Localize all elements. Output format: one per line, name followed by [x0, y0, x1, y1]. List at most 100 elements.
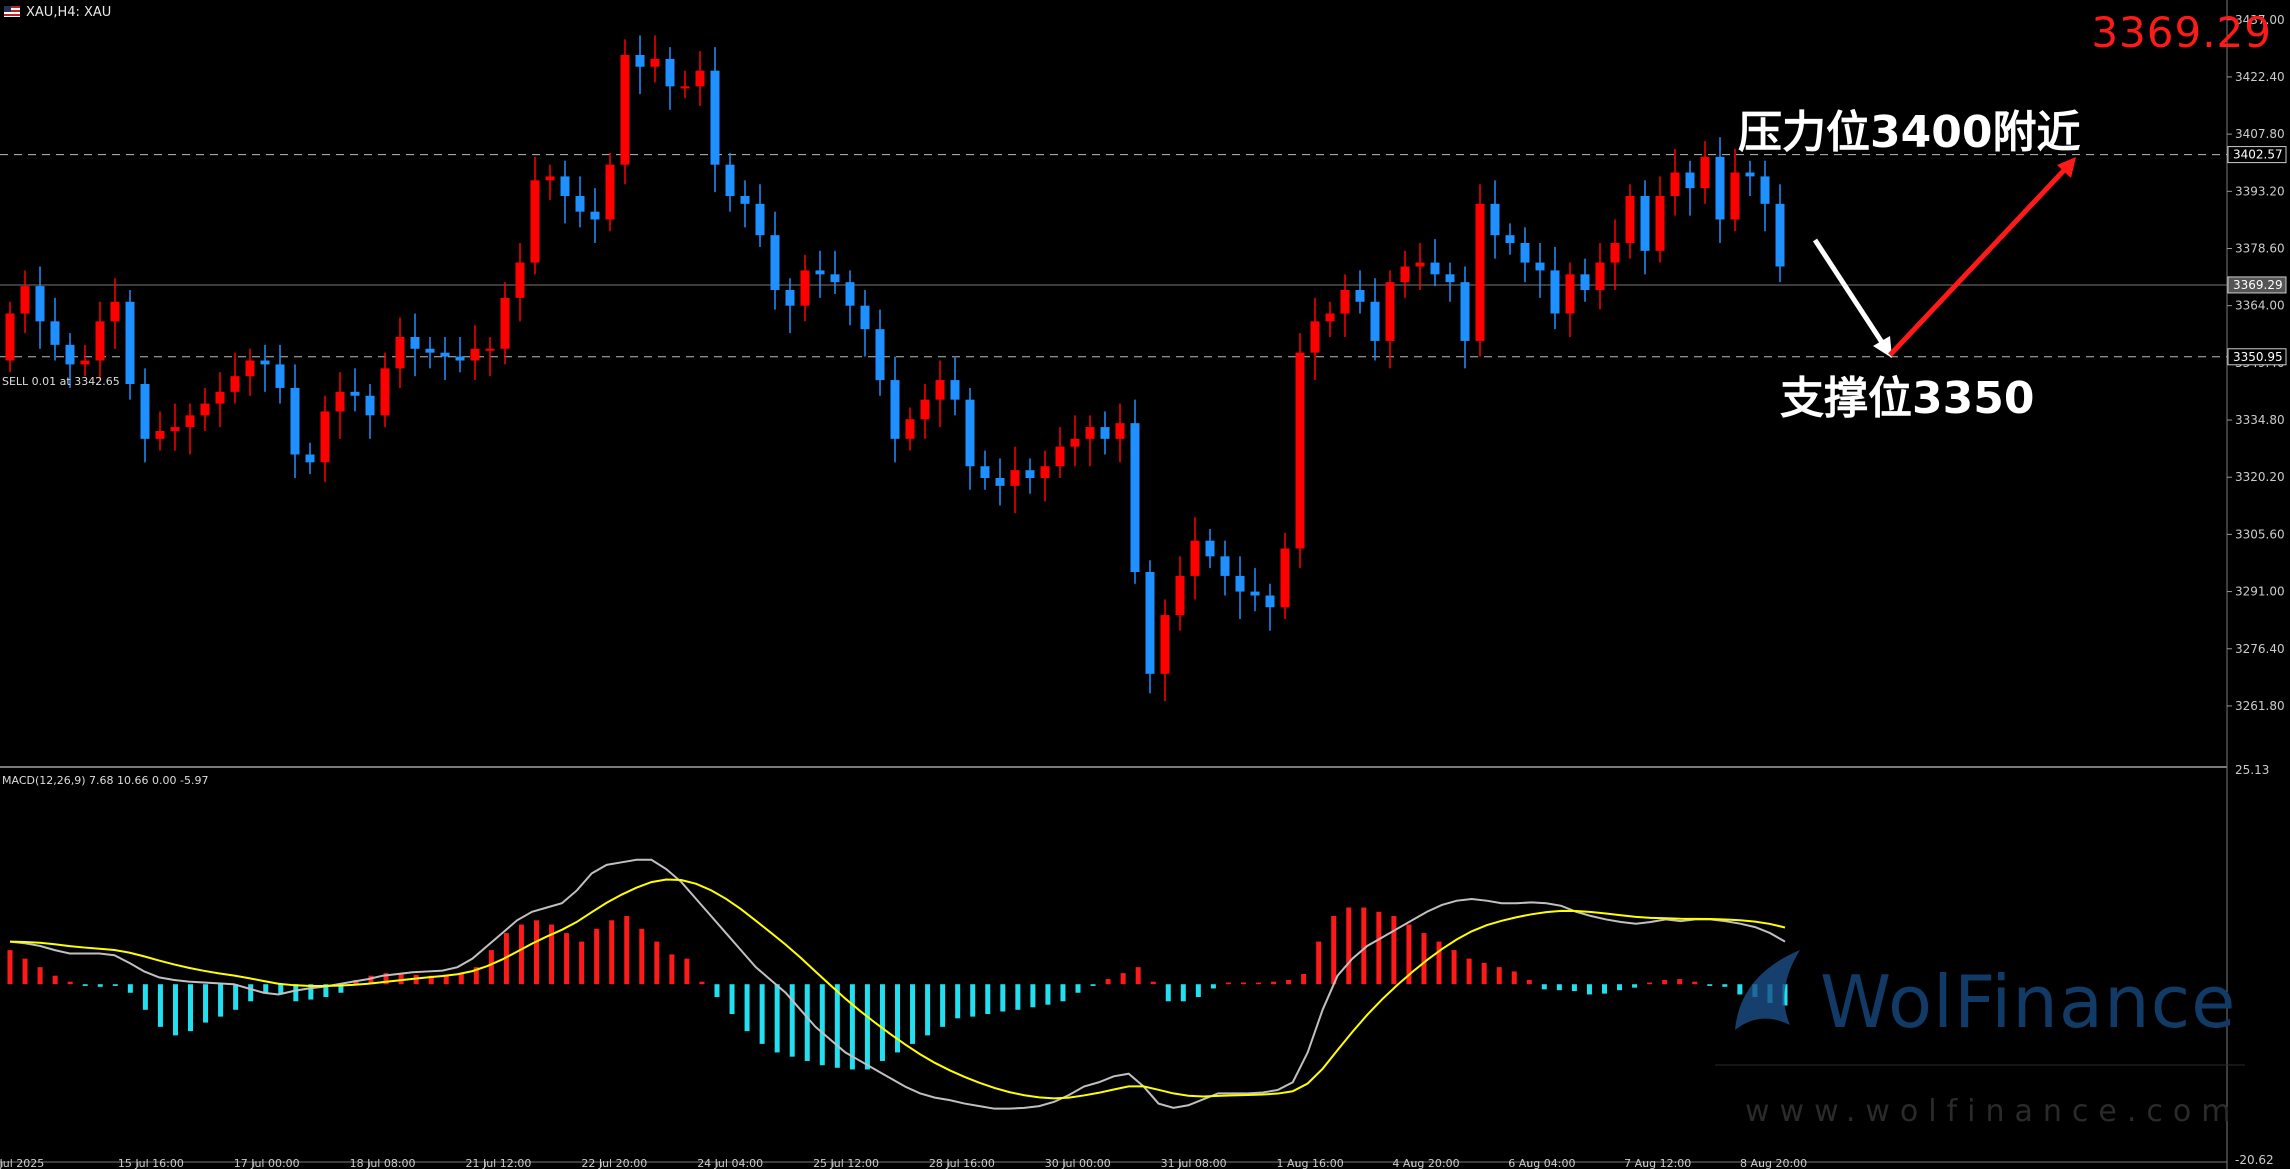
macd-histogram-bar: [895, 984, 900, 1053]
candle-body: [1130, 423, 1140, 572]
macd-histogram-bar: [188, 984, 194, 1032]
candle-body: [1175, 575, 1185, 616]
macd-histogram-bar: [849, 984, 855, 1070]
symbol-label: XAU,H4: XAU: [4, 5, 111, 20]
up-arrow-head: [2057, 157, 2076, 178]
candle-body: [380, 368, 390, 416]
macd-label: MACD(12,26,9) 7.68 10.66 0.00 -5.97: [2, 774, 209, 787]
macd-histogram-bar: [338, 984, 344, 993]
macd-histogram-bar: [157, 984, 163, 1027]
candle-body: [1115, 423, 1125, 439]
candle-body: [1535, 262, 1545, 271]
macd-histogram-bar: [774, 984, 780, 1053]
y-tick-label: 3320.20: [2235, 470, 2285, 484]
x-tick-label: 25 Jul 12:00: [813, 1157, 879, 1169]
price-tag-box: [2227, 146, 2287, 164]
macd-histogram-bar: [1225, 982, 1231, 985]
candle-body: [470, 348, 480, 361]
macd-histogram-bar: [1466, 958, 1472, 985]
x-tick-label: 4 Aug 20:00: [1392, 1157, 1459, 1169]
candle-body: [1280, 548, 1290, 608]
candle-body: [710, 70, 720, 165]
up-arrow: [1888, 164, 2070, 357]
candle-body: [545, 176, 555, 181]
candle-body: [335, 391, 345, 412]
candle-body: [515, 262, 525, 298]
macd-histogram-bar: [819, 984, 825, 1066]
macd-histogram-bar: [759, 984, 765, 1044]
candle-body: [785, 290, 795, 306]
candle-body: [1220, 556, 1230, 576]
macd-histogram-bar: [1481, 962, 1487, 985]
x-tick-label: 21 Jul 12:00: [465, 1157, 531, 1169]
candle-body: [920, 399, 930, 420]
candle-body: [1505, 235, 1515, 243]
macd-histogram-bar: [834, 984, 840, 1068]
macd-histogram-bar: [654, 941, 660, 985]
candle-body: [980, 466, 990, 478]
macd-histogram-bar: [1662, 979, 1668, 985]
x-tick-label: 24 Jul 04:00: [697, 1157, 763, 1169]
candle-body: [1355, 290, 1365, 302]
macd-histogram-bar: [22, 958, 28, 985]
macd-histogram-bar: [1135, 967, 1141, 985]
macd-histogram-bar: [323, 984, 329, 998]
candle-body: [125, 301, 135, 384]
candle-body: [1565, 274, 1575, 314]
macd-histogram-bar: [1361, 907, 1367, 985]
macd-histogram-bar: [624, 916, 630, 985]
watermark-url: www.wolfinance.com: [1745, 1094, 2241, 1129]
candle-body: [695, 70, 705, 87]
price-tag-current: 3369.29: [2233, 278, 2283, 292]
candle-body: [1040, 466, 1050, 478]
macd-histogram-bar: [127, 984, 133, 993]
candle-body: [620, 55, 630, 165]
macd-histogram-bar: [1782, 984, 1788, 1006]
candle-body: [860, 305, 870, 330]
macd-histogram-bar: [1060, 984, 1066, 1002]
macd-histogram-bar: [1511, 971, 1517, 985]
macd-histogram-bar: [248, 984, 254, 1002]
macd-histogram-bar: [549, 924, 555, 985]
macd-histogram-bar: [1496, 967, 1502, 985]
candle-body: [1640, 196, 1650, 251]
macd-histogram-bar: [699, 981, 705, 985]
candle-body: [140, 384, 150, 439]
candle-body: [1190, 540, 1200, 576]
macd-histogram-bar: [1421, 933, 1427, 985]
y-tick-label: 3261.80: [2235, 699, 2285, 713]
candle-body: [35, 286, 45, 322]
macd-histogram-bar: [714, 984, 720, 998]
candle-body: [1670, 172, 1680, 196]
macd-histogram-bar: [1240, 982, 1246, 985]
candle-body: [5, 313, 15, 361]
macd-histogram-bar: [1451, 950, 1457, 985]
macd-histogram-bar: [1331, 916, 1337, 985]
macd-histogram-bar: [428, 975, 434, 985]
down-arrow: [1812, 238, 1890, 352]
candle-body: [1610, 243, 1620, 263]
candle-body: [995, 478, 1005, 486]
y-tick-label: 3364.00: [2235, 299, 2285, 313]
x-tick-label: 18 Jul 08:00: [350, 1157, 416, 1169]
macd-histogram-bar: [503, 933, 509, 985]
macd-histogram-bar: [1346, 907, 1352, 985]
candle-body: [800, 270, 810, 306]
flag-icon: [4, 6, 20, 17]
candle-body: [1145, 572, 1155, 674]
macd-histogram-bar: [488, 950, 494, 985]
macd-histogram-bar: [1526, 979, 1532, 985]
macd-histogram-bar: [112, 984, 118, 986]
candle-body: [1430, 262, 1440, 275]
candle-body: [215, 391, 225, 404]
candle-body: [1580, 274, 1590, 290]
macd-histogram-bar: [789, 984, 795, 1057]
candle-body: [530, 180, 540, 263]
y-tick-label: 3393.20: [2235, 184, 2285, 198]
macd-histogram-bar: [910, 984, 916, 1044]
candle-body: [290, 387, 300, 455]
candle-body: [1385, 282, 1395, 341]
candle-body: [1700, 156, 1710, 189]
macd-histogram-bar: [1210, 984, 1216, 989]
